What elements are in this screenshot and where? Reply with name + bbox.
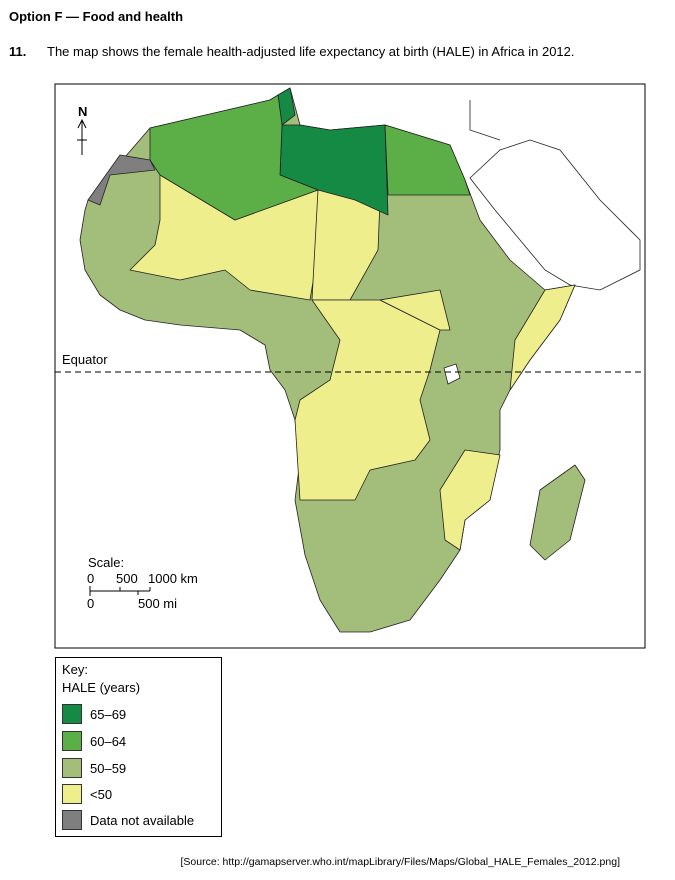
coast-outline	[469, 100, 501, 141]
region	[379, 289, 451, 331]
scale-km-label: 500	[116, 571, 138, 586]
key-label: 50–59	[90, 761, 127, 776]
key: Key: HALE (years) 65–69 60–64 50–59 <50 …	[55, 657, 222, 837]
scale-km-label: 0	[87, 571, 94, 586]
question-number: 11.	[9, 44, 27, 59]
source: [Source: http://gamapserver.who.int/mapL…	[180, 856, 620, 868]
equator-label: Equator	[62, 352, 108, 367]
key-label: Data not available	[90, 813, 195, 828]
region	[509, 284, 576, 391]
region	[87, 154, 156, 206]
header-title: Option F — Food and health	[9, 9, 184, 24]
scale-km-label: 1000 km	[148, 571, 198, 586]
region	[384, 124, 471, 196]
region	[149, 94, 319, 221]
question-text: The map shows the female health-adjusted…	[47, 44, 575, 59]
scale-title: Scale:	[88, 555, 124, 570]
north-arrow-head	[77, 118, 87, 129]
region	[294, 299, 441, 501]
key-label: 60–64	[90, 734, 127, 749]
key-title: Key:	[62, 662, 89, 677]
key-label: <50	[90, 787, 113, 802]
scale-mi-label: 0	[87, 596, 94, 611]
madagascar	[529, 464, 586, 561]
lake	[443, 363, 461, 385]
region	[439, 449, 501, 551]
north-label: N	[78, 104, 87, 119]
key-subtitle: HALE (years)	[62, 680, 141, 695]
key-label: 65–69	[90, 707, 127, 722]
arabia-outline	[469, 139, 641, 291]
scale-mi-label: 500 mi	[138, 596, 177, 611]
map-frame	[54, 83, 646, 649]
